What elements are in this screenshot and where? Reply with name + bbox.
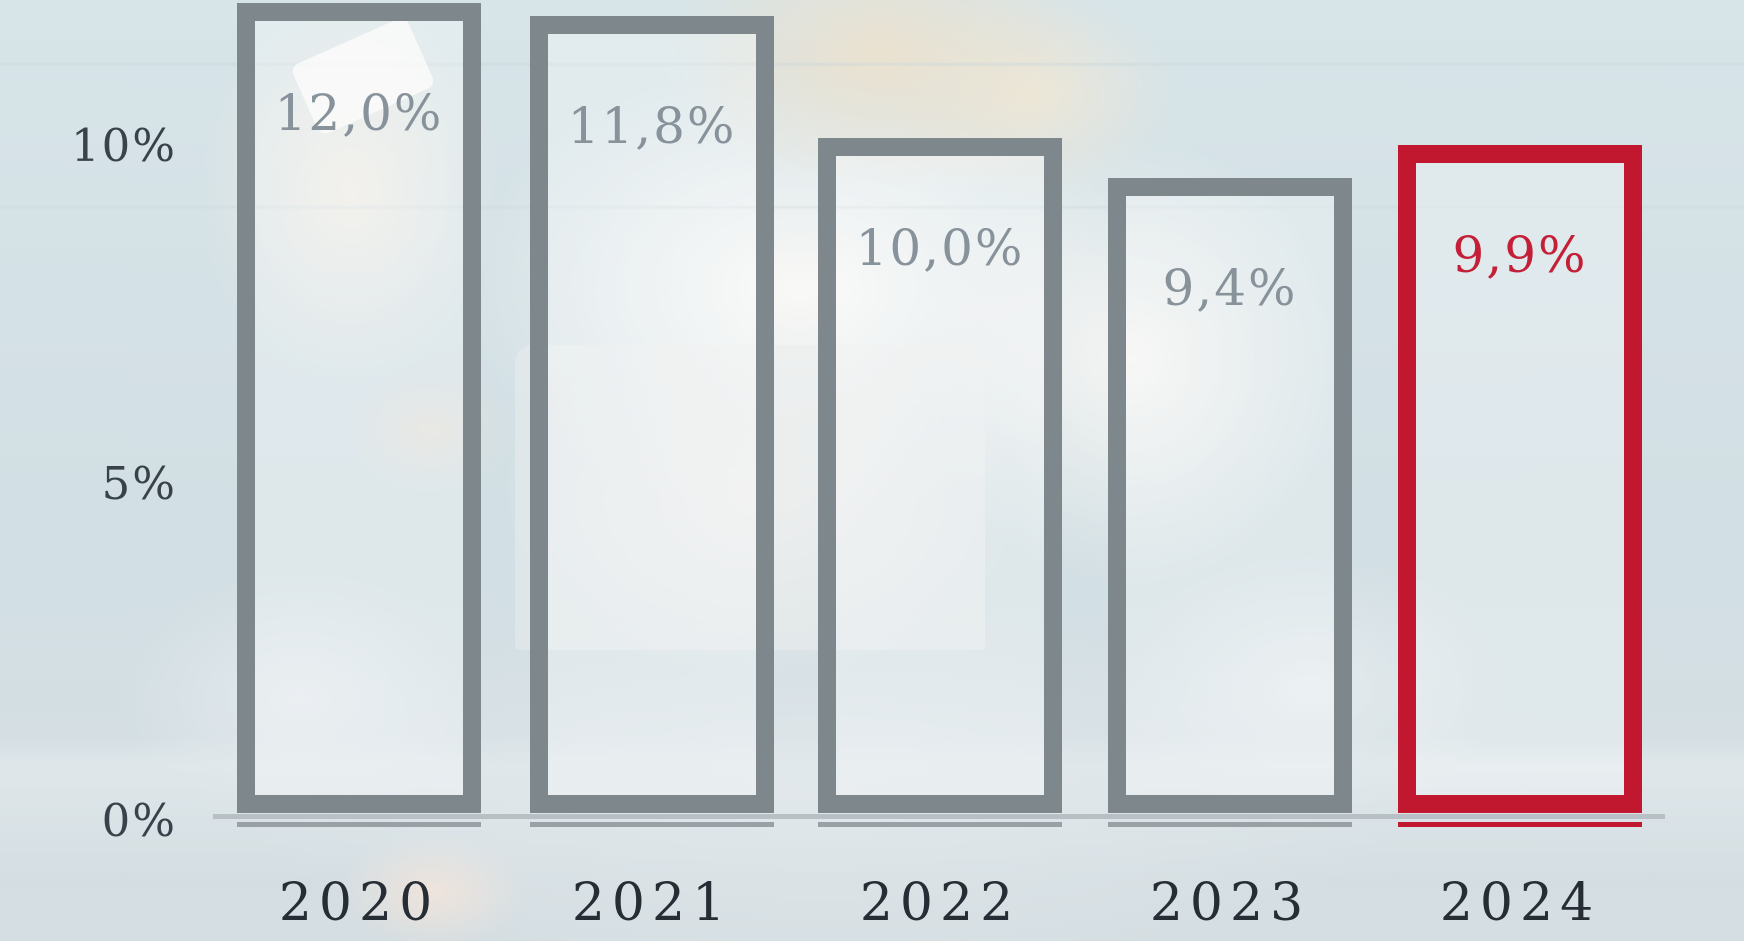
bar-2020: 12,0% [237, 3, 481, 813]
bar-2022: 10,0% [818, 138, 1062, 813]
bar-value-label-2022: 10,0% [855, 219, 1025, 277]
y-tick-10pct: 10% [70, 119, 177, 172]
y-tick-0pct: 0% [101, 794, 177, 847]
bar-value-label-2023: 9,4% [1162, 259, 1298, 317]
x-axis-label-2021: 2021 [571, 873, 733, 933]
x-axis-label-2022: 2022 [859, 873, 1021, 933]
laptop-shape [515, 345, 985, 650]
bar-value-label-2020: 12,0% [274, 84, 444, 142]
bar-2024: 9,9% [1398, 145, 1642, 813]
x-axis-label-2024: 2024 [1439, 873, 1601, 933]
bar-underline-2023 [1108, 822, 1352, 827]
bar-2021: 11,8% [530, 16, 774, 813]
bar-underline-2024 [1398, 822, 1642, 827]
bar-value-label-2021: 11,8% [567, 97, 737, 155]
bar-underline-2020 [237, 822, 481, 827]
x-axis-label-2023: 2023 [1149, 873, 1311, 933]
bar-underline-2022 [818, 822, 1062, 827]
bar-2023: 9,4% [1108, 178, 1352, 813]
y-tick-5pct: 5% [101, 456, 177, 510]
bar-underline-2021 [530, 822, 774, 827]
bar-value-label-2024: 9,9% [1452, 226, 1588, 284]
x-axis-line [213, 814, 1665, 819]
x-axis-label-2020: 2020 [278, 873, 440, 933]
